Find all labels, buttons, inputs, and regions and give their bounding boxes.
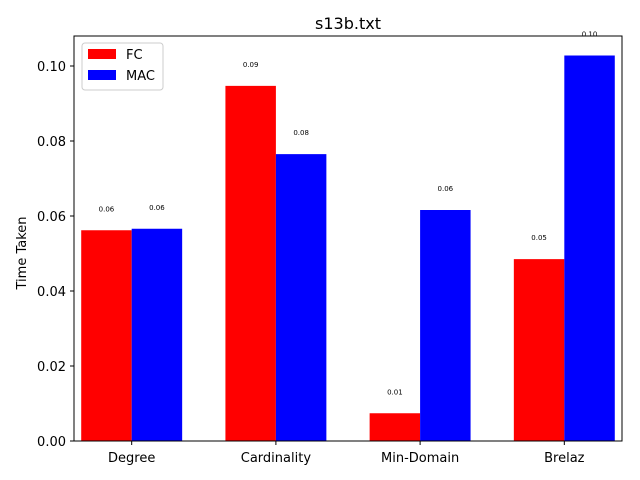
bar-mac-min-domain <box>420 210 471 441</box>
y-tick-label-2: 0.04 <box>37 285 66 300</box>
y-tick-label-1: 0.02 <box>37 360 66 375</box>
data-label-fc-min-domain: 0.01 <box>387 388 403 396</box>
data-label-fc-brelaz: 0.05 <box>531 234 547 242</box>
chart-title: s13b.txt <box>315 14 381 33</box>
bar-fc-cardinality <box>225 85 276 441</box>
data-label-mac-cardinality: 0.08 <box>293 129 309 137</box>
data-label-mac-min-domain: 0.06 <box>438 185 454 193</box>
y-tick-label-3: 0.06 <box>37 210 66 225</box>
legend-label-fc: FC <box>126 48 143 63</box>
bar-mac-cardinality <box>275 154 327 441</box>
x-tick-label-brelaz: Brelaz <box>544 451 585 466</box>
data-label-fc-degree: 0.06 <box>99 205 115 213</box>
y-tick-label-5: 0.10 <box>37 60 66 75</box>
bar-fc-brelaz <box>513 259 565 441</box>
plot-frame <box>73 35 623 442</box>
legend: FC MAC <box>81 42 164 91</box>
bar-mac-degree <box>131 228 183 441</box>
data-label-fc-cardinality: 0.09 <box>243 61 259 69</box>
x-tick-label-degree: Degree <box>108 451 155 466</box>
legend-swatch-fc <box>88 49 116 59</box>
y-tick-label-0: 0.00 <box>37 435 66 450</box>
x-tick-label-min-domain: Min-Domain <box>381 451 459 466</box>
data-label-mac-brelaz: 0.10 <box>582 31 598 39</box>
bar-fc-min-domain <box>369 413 421 441</box>
plot-area: 0.06 0.09 0.01 0.05 0.06 0.08 0.06 0.10 Degree Ca… <box>37 31 615 466</box>
bar-fc-degree <box>81 230 132 441</box>
x-tick-label-cardinality: Cardinality <box>241 451 312 466</box>
y-axis-label: Time Taken <box>15 216 30 290</box>
bar-mac-brelaz <box>564 55 615 441</box>
data-label-mac-degree: 0.06 <box>149 204 165 212</box>
y-tick-label-4: 0.08 <box>37 135 66 150</box>
legend-swatch-mac <box>88 70 116 80</box>
legend-label-mac: MAC <box>126 69 155 84</box>
